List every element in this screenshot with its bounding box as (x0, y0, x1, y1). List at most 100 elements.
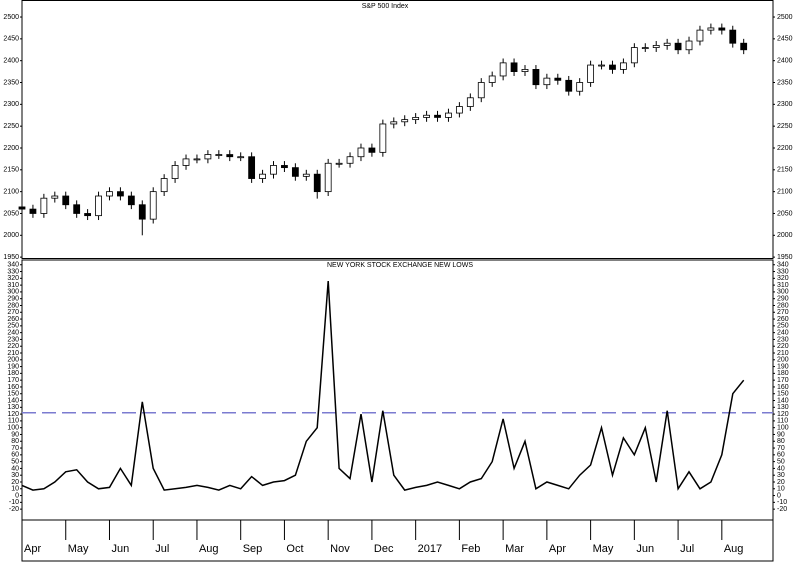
candle-body (641, 47, 649, 49)
y-tick-label: 50 (11, 458, 19, 465)
y-tick-label: 2050 (3, 210, 19, 217)
candle-body (685, 40, 693, 51)
y-tick-label: 110 (777, 418, 788, 425)
x-tick-label: Jul (155, 543, 169, 555)
x-tick-label: 2017 (418, 543, 442, 555)
candle-body (226, 154, 234, 158)
y-tick-label: 150 (7, 391, 19, 398)
y-tick-label: 270 (777, 309, 789, 316)
candle-body (73, 204, 81, 214)
candle-body (346, 156, 354, 164)
y-tick-label: 20 (777, 479, 785, 486)
y-tick-label: 40 (777, 465, 785, 472)
candle-body (62, 195, 70, 206)
candle-body (270, 165, 277, 175)
x-axis-frame (21, 519, 774, 562)
y-tick-label: 2250 (777, 123, 793, 130)
x-tick-label: Aug (724, 543, 744, 555)
candle-body (40, 197, 48, 214)
x-tick-label: Apr (549, 543, 566, 555)
candle-body (718, 27, 726, 31)
x-tick-label: Aug (199, 543, 219, 555)
y-tick-label: 30 (11, 472, 19, 479)
y-tick-label: 2250 (3, 123, 19, 130)
y-tick-label: 30 (777, 472, 785, 479)
y-tick-label: -20 (777, 506, 787, 513)
y-tick-label: 170 (777, 377, 789, 384)
y-tick-label: 270 (7, 309, 19, 316)
y-tick-label: 100 (777, 425, 789, 432)
candle-body (18, 206, 26, 210)
y-tick-label: 80 (11, 438, 19, 445)
candle-body (587, 64, 595, 83)
candle-body (248, 156, 256, 179)
candle-body (652, 45, 660, 48)
y-tick-label: 230 (7, 336, 19, 343)
y-tick-label: 310 (777, 282, 789, 289)
candle-body (324, 162, 332, 193)
y-tick-label: 340 (7, 262, 19, 269)
candle-body (729, 29, 737, 44)
candle-body (138, 204, 146, 220)
y-tick-label: 290 (777, 296, 789, 303)
y-tick-label: 120 (777, 411, 789, 418)
chart-title: S&P 500 Index (362, 3, 409, 10)
y-tick-label: 20 (11, 479, 19, 486)
y-tick-label: 220 (777, 343, 789, 350)
y-tick-label: 2000 (777, 232, 793, 239)
y-tick-label: 2350 (3, 79, 19, 86)
y-tick-label: 140 (7, 397, 19, 404)
y-tick-label: 260 (7, 316, 19, 323)
candle-body (445, 112, 452, 118)
candle-body (663, 42, 671, 46)
x-tick-label: May (593, 543, 614, 555)
candle-body (204, 154, 212, 160)
y-tick-label: 240 (7, 329, 19, 336)
candle-body (84, 213, 92, 217)
y-tick-label: 320 (777, 275, 789, 282)
candle-body (29, 208, 37, 214)
line-series (21, 280, 745, 491)
y-tick-label: 2000 (3, 232, 19, 239)
y-tick-label: 260 (777, 316, 789, 323)
candle-body (302, 173, 310, 177)
y-tick-label: 180 (7, 370, 19, 377)
y-tick-label: 60 (777, 452, 785, 459)
y-tick-label: 190 (7, 363, 19, 370)
candle-body (488, 75, 496, 83)
candle-body (149, 191, 157, 220)
y-tick-label: 220 (7, 343, 19, 350)
candle-body (281, 165, 288, 169)
y-tick-label: 50 (777, 458, 785, 465)
y-tick-label: -10 (9, 499, 19, 506)
y-tick-label: 2200 (3, 145, 19, 152)
candle-body (499, 62, 507, 77)
x-tick-label: Dec (374, 543, 394, 555)
y-tick-label: 140 (777, 397, 789, 404)
candle-body (620, 62, 627, 70)
y-tick-label: -20 (9, 506, 19, 513)
candle-body (598, 64, 605, 67)
y-tick-label: 2450 (3, 36, 19, 43)
y-tick-label: 210 (7, 350, 19, 357)
y-tick-label: 10 (11, 486, 19, 493)
candle-body (455, 106, 463, 114)
candle-body (554, 77, 562, 81)
y-tick-label: 160 (7, 384, 19, 391)
y-tick-label: 180 (777, 370, 789, 377)
y-tick-label: 330 (7, 268, 19, 275)
candle-body (171, 165, 179, 179)
candle-body (117, 191, 124, 197)
x-tick-label: Mar (505, 543, 524, 555)
x-tick-label: Jun (111, 543, 129, 555)
y-tick-label: 90 (777, 431, 785, 438)
y-tick-label: 2100 (777, 188, 793, 195)
y-tick-label: 2300 (777, 101, 793, 108)
y-tick-label: 2300 (3, 101, 19, 108)
y-tick-label: -10 (777, 499, 787, 506)
candle-body (106, 191, 113, 197)
candle-body (368, 147, 376, 153)
x-tick-label: Jul (680, 543, 694, 555)
y-tick-label: 2400 (3, 58, 19, 65)
